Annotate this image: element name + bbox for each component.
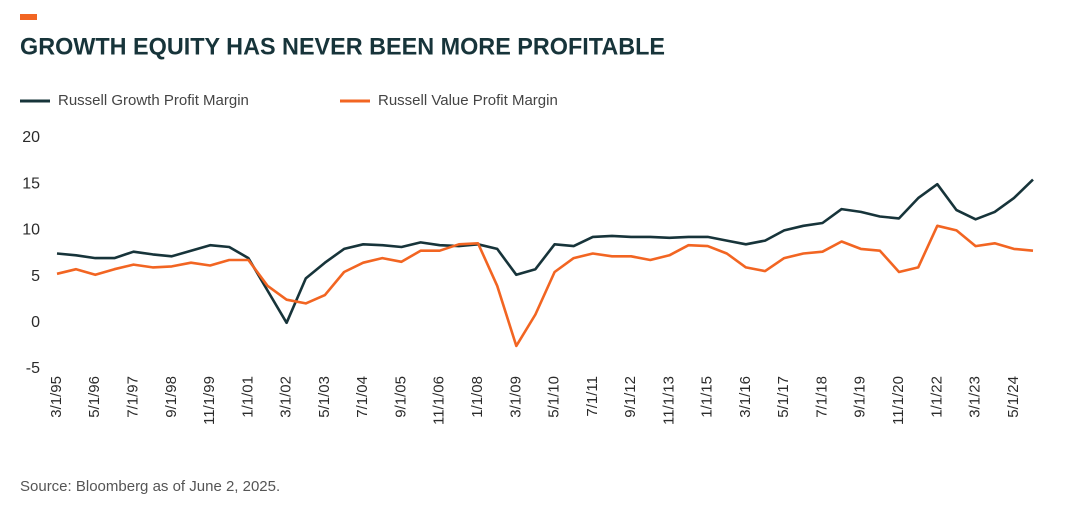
- series-line: [56, 224, 1034, 348]
- x-tick-label: 9/1/19: [852, 376, 869, 418]
- x-tick-label: 7/1/11: [584, 376, 601, 417]
- chart-title: GROWTH EQUITY HAS NEVER BEEN MORE PROFIT…: [20, 33, 665, 60]
- x-tick-label: 3/1/16: [737, 376, 754, 418]
- accent-bar: [20, 14, 37, 20]
- x-tick-label: 1/1/22: [928, 376, 945, 418]
- x-tick-label: 9/1/05: [392, 376, 409, 418]
- y-tick-label: 10: [22, 222, 40, 239]
- x-tick-label: 5/1/10: [546, 376, 563, 418]
- x-tick-label: 5/1/96: [86, 376, 103, 418]
- x-tick-label: 7/1/18: [813, 376, 830, 418]
- y-tick-label: 15: [22, 175, 40, 192]
- x-tick-label: 11/1/99: [201, 376, 218, 425]
- legend-label: Russell Growth Profit Margin: [58, 92, 249, 109]
- x-tick-label: 1/1/01: [239, 376, 256, 418]
- x-tick-label: 9/1/12: [622, 376, 639, 418]
- source-note: Source: Bloomberg as of June 2, 2025.: [20, 478, 280, 495]
- x-tick-label: 1/1/15: [699, 376, 716, 418]
- x-tick-label: 11/1/20: [890, 376, 907, 425]
- y-tick-label: -5: [26, 360, 40, 377]
- x-tick-label: 7/1/97: [125, 376, 142, 418]
- y-tick-label: 5: [31, 268, 40, 285]
- legend-label: Russell Value Profit Margin: [378, 92, 558, 109]
- x-tick-label: 5/1/24: [1005, 376, 1022, 418]
- y-tick-label: 20: [22, 129, 40, 146]
- x-tick-label: 7/1/04: [354, 376, 371, 418]
- x-tick-label: 3/1/23: [967, 376, 984, 418]
- x-tick-label: 11/1/13: [660, 376, 677, 425]
- x-tick-label: 3/1/02: [278, 376, 295, 418]
- x-tick-label: 3/1/95: [48, 376, 65, 418]
- y-tick-label: 0: [31, 314, 40, 331]
- x-tick-label: 1/1/08: [469, 376, 486, 418]
- series-line: [56, 178, 1034, 325]
- x-tick-label: 9/1/98: [163, 376, 180, 418]
- x-tick-label: 5/1/03: [316, 376, 333, 418]
- x-tick-label: 3/1/09: [507, 376, 524, 418]
- x-tick-label: 11/1/06: [431, 376, 448, 425]
- x-tick-label: 5/1/17: [775, 376, 792, 418]
